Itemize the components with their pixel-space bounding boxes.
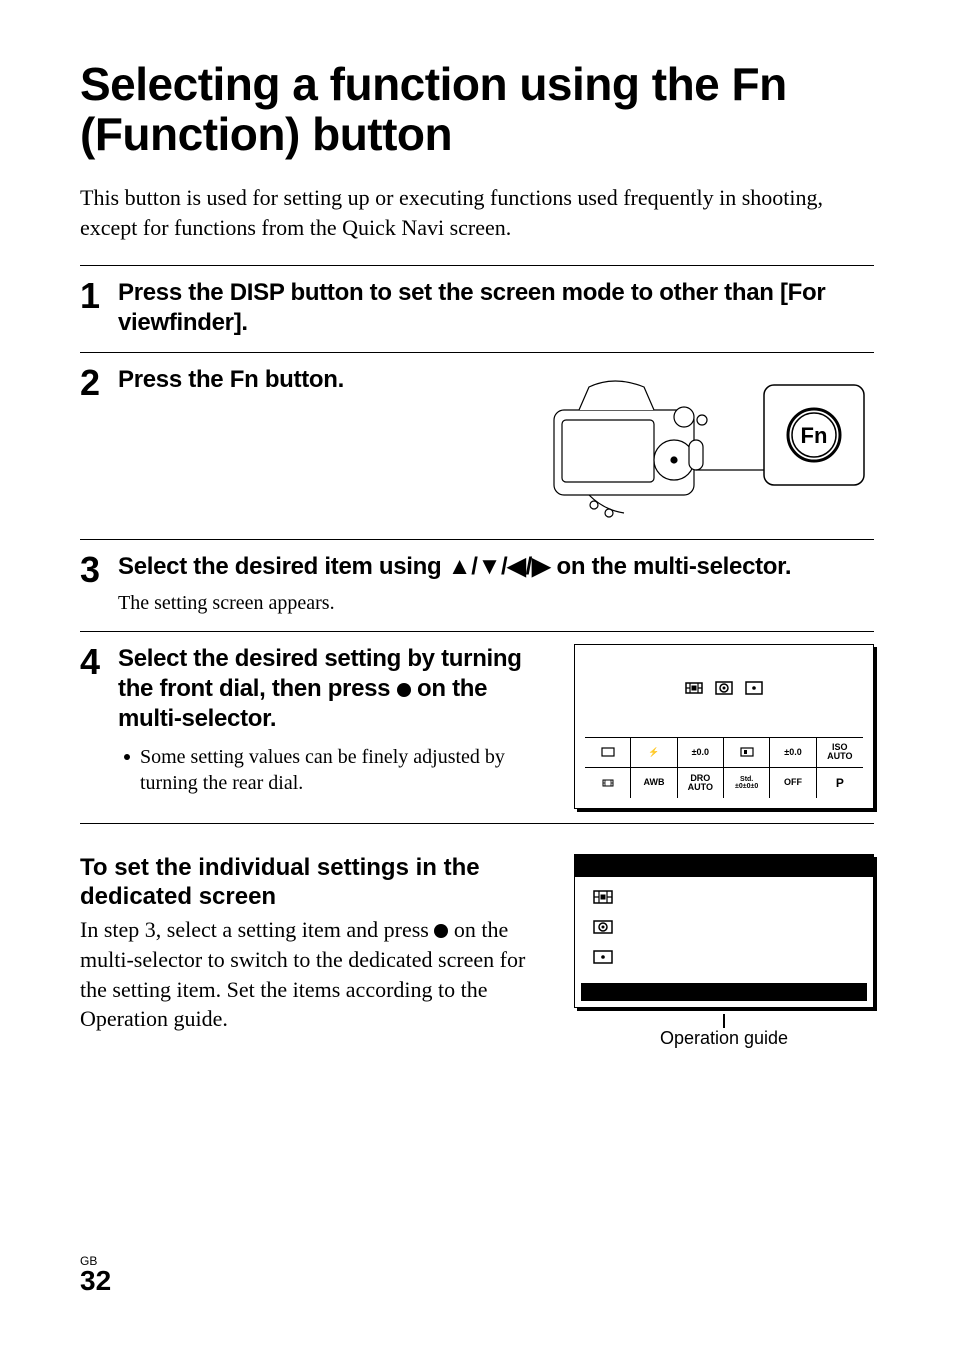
step-number: 3 xyxy=(80,552,108,588)
arrows-icon: ▲/▼/◀/▶ xyxy=(448,553,550,580)
fn-cell xyxy=(724,738,770,768)
fn-cell xyxy=(585,768,631,798)
fn-cell: Std. ±0±0±0 xyxy=(724,768,770,798)
step-title: Select the desired item using ▲/▼/◀/▶ on… xyxy=(118,552,874,582)
camera-fn-diagram: Fn xyxy=(534,365,874,525)
dedicated-screen-panel xyxy=(574,854,874,1008)
step-title-pre: Select the desired item using xyxy=(118,553,448,580)
dedicated-footer-bar xyxy=(581,983,867,1001)
step-number: 2 xyxy=(80,365,108,401)
fn-cell: OFF xyxy=(770,768,816,798)
subsection-heading: To set the individual settings in the de… xyxy=(80,854,554,912)
step-title: Select the desired setting by turning th… xyxy=(118,644,556,734)
bullet-icon xyxy=(124,754,130,760)
step-text: The setting screen appears. xyxy=(118,590,874,617)
fn-label: Fn xyxy=(801,423,828,448)
step-title-post: on the multi-selector. xyxy=(550,553,791,580)
metering-option xyxy=(589,915,617,939)
fn-cell: ±0.0 xyxy=(770,738,816,768)
fn-cell: ⚡ xyxy=(631,738,677,768)
metering-option xyxy=(589,945,617,969)
fn-cell xyxy=(585,738,631,768)
step-3: 3 Select the desired item using ▲/▼/◀/▶ … xyxy=(80,540,874,631)
fn-grid: ⚡ ±0.0 ±0.0 ISO AUTO AWB DRO AUTO Std. ±… xyxy=(585,737,863,798)
page-number: 32 xyxy=(80,1267,111,1295)
operation-guide-caption: Operation guide xyxy=(574,1014,874,1049)
metering-option xyxy=(589,885,617,909)
bullet-item: Some setting values can be finely adjust… xyxy=(118,744,556,796)
subsection-text: In step 3, select a setting item and pre… xyxy=(80,915,554,1034)
leader-line-icon xyxy=(723,1014,725,1028)
fn-settings-panel: ⚡ ±0.0 ±0.0 ISO AUTO AWB DRO AUTO Std. ±… xyxy=(574,644,874,809)
operation-guide-label: Operation guide xyxy=(660,1028,788,1048)
step-4: 4 Select the desired setting by turning … xyxy=(80,632,874,823)
page-title: Selecting a function using the Fn (Funct… xyxy=(80,60,874,159)
fn-upper-icons xyxy=(575,645,873,731)
page-footer: GB 32 xyxy=(80,1255,111,1295)
step-number: 1 xyxy=(80,278,108,314)
fn-cell: AWB xyxy=(631,768,677,798)
step-1: 1 Press the DISP button to set the scree… xyxy=(80,266,874,352)
fn-cell: ±0.0 xyxy=(678,738,724,768)
bullet-text: Some setting values can be finely adjust… xyxy=(140,744,556,796)
center-dot-icon xyxy=(434,924,448,938)
multi-metering-icon xyxy=(685,679,703,697)
dedicated-header-bar xyxy=(575,855,873,877)
step-title: Press the DISP button to set the screen … xyxy=(118,278,874,338)
center-dot-icon xyxy=(397,683,411,697)
fn-cell: ISO AUTO xyxy=(817,738,863,768)
center-metering-icon xyxy=(715,679,733,697)
step-2: 2 Press the Fn button. Fn xyxy=(80,353,874,539)
fn-cell: DRO AUTO xyxy=(678,768,724,798)
fn-cell: P xyxy=(817,768,863,798)
spot-metering-icon xyxy=(745,679,763,697)
step-title: Press the Fn button. xyxy=(118,365,516,395)
step-number: 4 xyxy=(80,644,108,680)
intro-text: This button is used for setting up or ex… xyxy=(80,183,874,242)
